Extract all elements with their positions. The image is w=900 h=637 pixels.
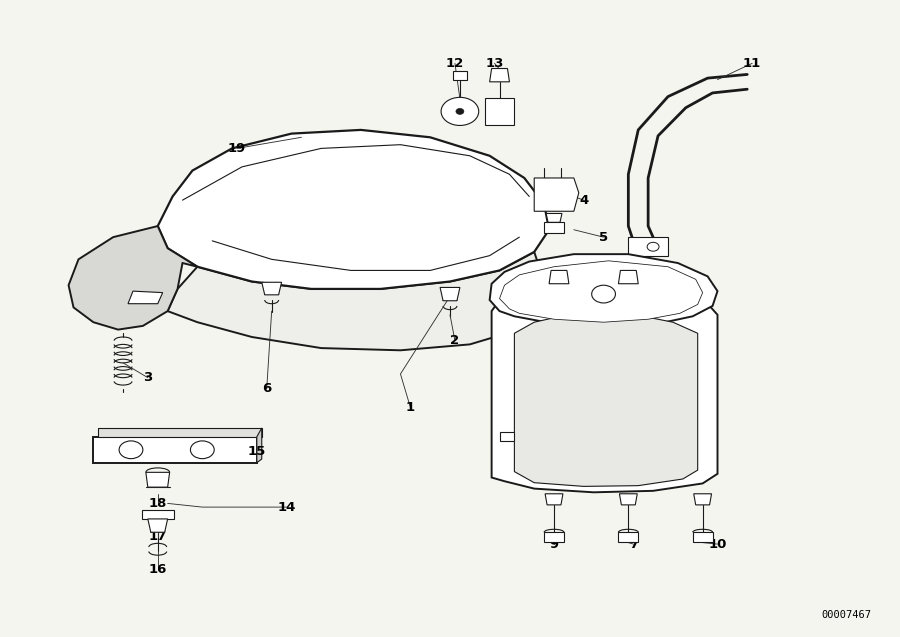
- Polygon shape: [545, 494, 562, 505]
- Text: 19: 19: [228, 142, 246, 155]
- Polygon shape: [490, 69, 509, 82]
- Polygon shape: [440, 287, 460, 301]
- Polygon shape: [549, 271, 569, 283]
- Polygon shape: [98, 428, 262, 437]
- Polygon shape: [544, 222, 564, 233]
- Text: 5: 5: [599, 231, 608, 243]
- Polygon shape: [491, 283, 717, 492]
- Polygon shape: [693, 533, 713, 542]
- Text: 12: 12: [446, 57, 464, 70]
- Text: 8: 8: [639, 304, 648, 318]
- Polygon shape: [158, 130, 549, 289]
- Polygon shape: [628, 237, 668, 255]
- Polygon shape: [694, 494, 712, 505]
- Text: 16: 16: [148, 564, 166, 576]
- Circle shape: [119, 441, 143, 459]
- Text: 15: 15: [248, 445, 266, 458]
- Polygon shape: [500, 432, 515, 441]
- Circle shape: [456, 108, 464, 115]
- Polygon shape: [94, 437, 256, 462]
- Text: 9: 9: [550, 538, 559, 550]
- Polygon shape: [515, 313, 698, 487]
- Text: 7: 7: [629, 538, 638, 550]
- Polygon shape: [256, 428, 262, 462]
- Text: 14: 14: [277, 501, 296, 513]
- Polygon shape: [453, 71, 467, 80]
- Circle shape: [441, 97, 479, 125]
- Circle shape: [591, 285, 616, 303]
- Text: 11: 11: [743, 57, 761, 70]
- Text: 3: 3: [143, 371, 152, 384]
- Text: 2: 2: [450, 334, 460, 347]
- Text: 17: 17: [148, 530, 166, 543]
- Polygon shape: [128, 291, 163, 304]
- Polygon shape: [490, 254, 717, 327]
- Polygon shape: [148, 519, 167, 533]
- Text: 10: 10: [708, 538, 726, 550]
- Polygon shape: [142, 510, 174, 519]
- Text: 4: 4: [579, 194, 589, 206]
- Polygon shape: [618, 533, 638, 542]
- Polygon shape: [535, 178, 579, 211]
- Text: 18: 18: [148, 497, 166, 510]
- Text: 1: 1: [406, 401, 415, 414]
- Polygon shape: [68, 226, 197, 329]
- Polygon shape: [146, 473, 169, 487]
- Polygon shape: [618, 271, 638, 283]
- Polygon shape: [262, 282, 282, 295]
- Text: 00007467: 00007467: [821, 610, 871, 620]
- Text: 13: 13: [485, 57, 504, 70]
- Polygon shape: [485, 98, 515, 125]
- Polygon shape: [544, 533, 564, 542]
- Polygon shape: [546, 213, 562, 222]
- Circle shape: [191, 441, 214, 459]
- Text: 6: 6: [262, 382, 271, 396]
- Polygon shape: [167, 252, 549, 350]
- Circle shape: [647, 242, 659, 251]
- Polygon shape: [500, 261, 703, 322]
- Polygon shape: [619, 494, 637, 505]
